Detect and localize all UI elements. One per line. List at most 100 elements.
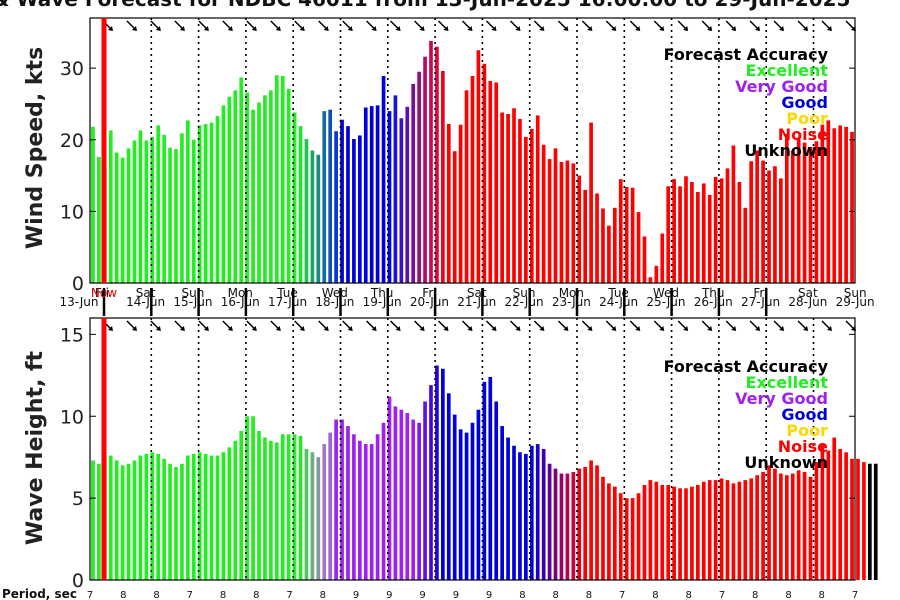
direction-arrow-icon	[629, 320, 641, 331]
wind-bar	[274, 75, 279, 283]
day-date-label: 19-Jun	[363, 295, 402, 309]
wave-bar	[630, 498, 635, 581]
wave-bar	[802, 471, 807, 580]
direction-arrow-icon	[294, 20, 305, 31]
wind-bar	[180, 133, 184, 283]
wind-bar	[435, 46, 439, 284]
direction-arrow-icon	[821, 20, 832, 31]
direction-arrow-icon	[677, 320, 689, 331]
wave-bar	[417, 422, 421, 580]
wave-bar	[470, 422, 475, 580]
wave-bar	[334, 419, 338, 580]
direction-arrow-icon	[557, 20, 569, 31]
direction-arrow-icon	[557, 320, 569, 331]
legend-item: Good	[781, 405, 828, 424]
wind-y-tick-label: 10	[60, 201, 84, 223]
direction-arrow-icon	[725, 320, 737, 331]
wind-bar	[779, 178, 783, 283]
direction-arrow-icon	[773, 20, 785, 31]
wind-bar	[802, 142, 807, 283]
direction-arrow-icon	[653, 20, 665, 31]
wave-bar	[873, 463, 878, 580]
wind-bar	[162, 134, 166, 283]
day-date-label: 26-Jun	[694, 295, 733, 309]
wind-bar	[488, 81, 493, 283]
day-date-label: 23-Jun	[552, 295, 591, 309]
wave-bar	[458, 429, 463, 580]
period-value: 9	[419, 590, 425, 600]
wind-y-tick-label: 20	[60, 130, 84, 152]
wave-bar	[108, 455, 113, 580]
wave-bar	[867, 463, 872, 580]
day-name-label: Fri	[95, 286, 109, 300]
wind-bar	[292, 112, 297, 283]
period-value: 8	[752, 590, 758, 600]
wind-bar	[138, 130, 143, 283]
wind-bar	[719, 178, 724, 283]
wave-bar	[132, 460, 137, 580]
wind-bar	[452, 151, 457, 283]
wave-bar	[363, 444, 368, 580]
direction-arrow-icon	[461, 320, 473, 331]
wind-bar	[209, 122, 214, 283]
wind-bar	[512, 108, 516, 284]
wind-bar	[482, 63, 487, 284]
wind-bar	[642, 236, 647, 283]
wave-bar	[773, 468, 777, 580]
wave-y-tick-label: 0	[72, 570, 84, 592]
period-value: 8	[220, 590, 226, 600]
wave-bar	[387, 396, 392, 580]
wave-bar	[144, 453, 149, 580]
period-value: 8	[553, 590, 559, 600]
wave-bar	[535, 444, 540, 580]
legend-item: Very Good	[735, 77, 828, 96]
wind-bar	[464, 90, 469, 283]
period-value: 8	[686, 590, 692, 600]
wave-bar	[565, 473, 570, 580]
legend-item: Unknown	[744, 141, 828, 160]
wave-day-gridlines	[103, 318, 815, 580]
wave-bar	[97, 463, 101, 580]
wind-bar	[577, 175, 582, 283]
wind-bar	[91, 126, 95, 283]
period-value: 9	[353, 590, 359, 600]
wind-y-tick-label: 30	[60, 58, 84, 80]
period-value: 9	[486, 590, 492, 600]
wave-bar	[844, 452, 848, 580]
wave-bar	[423, 401, 427, 580]
legend-item: Poor	[786, 109, 828, 128]
wave-bar	[796, 470, 801, 580]
wind-bar	[423, 56, 427, 284]
wave-bar	[446, 393, 451, 580]
direction-arrow-icon	[509, 320, 521, 331]
wind-bar	[132, 140, 137, 283]
wind-bar	[832, 128, 837, 283]
legend-item: Excellent	[746, 61, 829, 80]
wind-bar	[583, 189, 588, 283]
wave-bar	[577, 468, 582, 580]
wave-bar	[524, 453, 528, 580]
wind-direction-arrows	[102, 20, 856, 31]
legend-title: Forecast Accuracy	[664, 45, 829, 64]
wind-bar	[108, 130, 113, 283]
wind-bar	[476, 50, 481, 284]
wind-bar	[446, 124, 451, 283]
wave-bar	[399, 409, 404, 580]
wind-bar	[672, 179, 676, 283]
wave-bar	[767, 465, 771, 581]
wave-bar	[761, 471, 765, 580]
wave-bar	[826, 450, 831, 580]
wave-bar	[203, 453, 208, 580]
wind-bar	[328, 109, 333, 284]
wind-bar	[713, 177, 718, 283]
direction-arrow-icon	[725, 20, 737, 31]
wave-bar	[120, 465, 125, 581]
period-value: 7	[719, 590, 725, 600]
wind-bar	[701, 183, 706, 283]
wind-bar	[826, 120, 831, 283]
legend-item: Good	[781, 93, 828, 112]
wave-bar	[856, 458, 860, 580]
period-value: 8	[785, 590, 791, 600]
